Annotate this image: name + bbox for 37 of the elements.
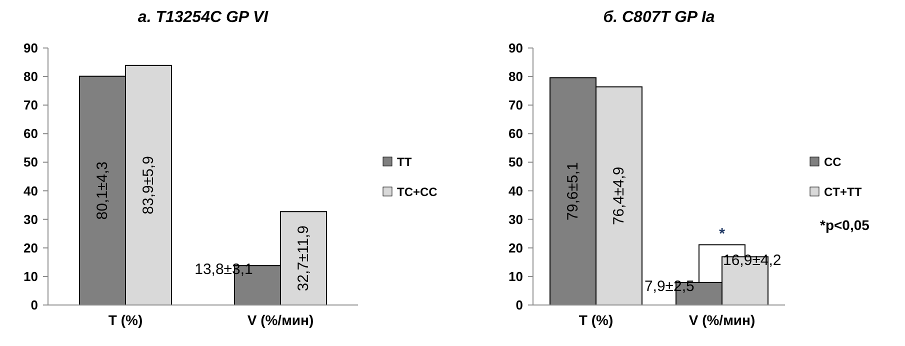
y-tick-label: 10 (24, 268, 38, 284)
y-tick-label: 40 (24, 183, 38, 198)
x-tick-label: T (%) (578, 312, 614, 328)
data-label: 32,7±11,9 (295, 226, 312, 292)
y-tick-label: 90 (24, 40, 38, 56)
x-tick-label: V (%/мин) (247, 312, 314, 328)
legend-label: TC+CC (397, 185, 438, 199)
y-tick-label: 40 (508, 183, 523, 198)
y-tick-label: 80 (508, 69, 523, 84)
y-tick-label: 20 (508, 240, 523, 256)
y-tick-label: 20 (24, 240, 38, 256)
y-tick-label: 10 (508, 268, 523, 284)
y-tick-label: 80 (24, 69, 38, 84)
x-tick-label: T (%) (108, 312, 143, 328)
data-label: 79,6±5,1 (564, 162, 582, 220)
x-tick-label: V (%/мин) (688, 312, 756, 328)
y-tick-label: 0 (30, 298, 38, 312)
y-tick-label: 50 (508, 154, 523, 170)
data-label: 76,4±4,9 (610, 166, 628, 226)
y-tick-label: 60 (24, 126, 38, 142)
data-label: 80,1±4,3 (94, 161, 111, 220)
y-tick-label: 90 (508, 40, 523, 56)
y-tick-label: 60 (508, 126, 523, 142)
legend-label: TT (397, 155, 412, 169)
legend-label: CT+TT (824, 185, 862, 199)
legend-label: CC (824, 155, 842, 169)
y-tick-label: 30 (24, 212, 38, 227)
y-tick-label: 70 (508, 98, 523, 113)
y-tick-label: 0 (516, 298, 523, 312)
chart-title: а. T13254C GP VI (138, 9, 269, 26)
annotation: * (719, 226, 726, 243)
text: *p<0,05 (820, 217, 870, 233)
y-tick-label: 30 (508, 212, 523, 227)
y-tick-label: 50 (24, 154, 38, 170)
chart-title: б. C807T GP Ia (603, 9, 715, 26)
y-tick-label: 70 (24, 98, 38, 113)
data-label: 83,9±5,9 (140, 156, 157, 214)
